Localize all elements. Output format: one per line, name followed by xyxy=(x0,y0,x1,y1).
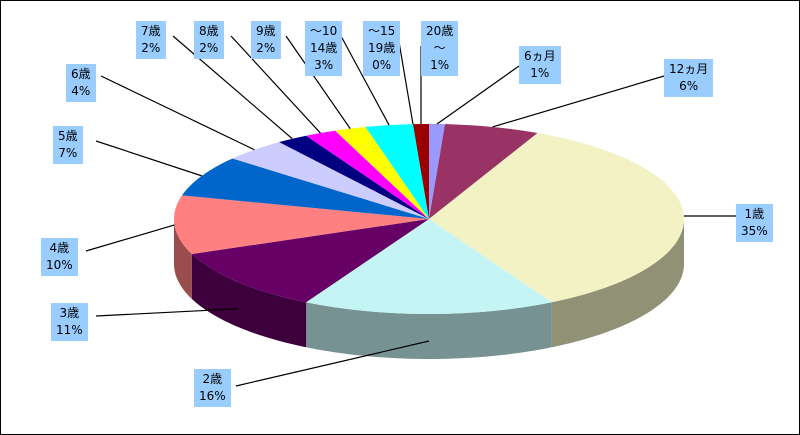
value-label: 7% xyxy=(58,146,78,160)
data-label: 7歳 2% xyxy=(136,21,166,59)
value-label: 6% xyxy=(679,79,699,93)
category-label: 20歳 ～ xyxy=(426,24,454,55)
value-label: 2% xyxy=(256,41,276,55)
slice xyxy=(174,195,429,254)
slice xyxy=(412,124,429,219)
data-label: 2歳 16% xyxy=(194,369,231,407)
leader-line xyxy=(340,35,390,126)
leader-line xyxy=(95,140,202,177)
category-label: ～15 19歳 xyxy=(368,24,396,55)
value-label: 1% xyxy=(430,58,450,72)
slice-side xyxy=(174,219,192,299)
leader-line xyxy=(492,75,665,128)
slice xyxy=(429,124,538,219)
slice xyxy=(335,126,429,219)
value-label: 16% xyxy=(199,389,226,403)
category-label: 12ヵ月 xyxy=(669,62,709,76)
slice xyxy=(306,130,429,219)
leader-line xyxy=(100,75,255,151)
data-label: 5歳 7% xyxy=(53,126,83,164)
category-label: ～10 14歳 xyxy=(310,24,338,55)
slice-side xyxy=(306,302,552,359)
data-label: 1歳 35% xyxy=(736,204,773,242)
value-label: 4% xyxy=(71,84,91,98)
leader-line xyxy=(285,35,351,129)
leader-line xyxy=(397,35,414,125)
data-label: 20歳 ～ 1% xyxy=(421,21,459,76)
category-label: 3歳 xyxy=(59,306,80,320)
data-label: ～10 14歳 3% xyxy=(305,21,343,76)
slice xyxy=(429,133,684,303)
data-label: 3歳 11% xyxy=(51,303,88,341)
value-label: 1% xyxy=(530,66,550,80)
category-label: 8歳 xyxy=(199,24,219,38)
data-label: 9歳 2% xyxy=(251,21,281,59)
value-label: 35% xyxy=(741,224,768,238)
data-label: 8歳 2% xyxy=(194,21,224,59)
value-label: 3% xyxy=(314,58,334,72)
category-label: 9歳 xyxy=(256,24,276,38)
slice xyxy=(306,219,552,314)
leader-line xyxy=(235,340,430,387)
category-label: 2歳 xyxy=(202,372,223,386)
slice xyxy=(232,142,429,219)
value-label: 2% xyxy=(199,41,219,55)
data-label: 6ヵ月 1% xyxy=(519,46,561,84)
category-label: 7歳 xyxy=(141,24,161,38)
slice xyxy=(429,124,446,219)
slice xyxy=(191,219,429,303)
slice xyxy=(182,158,429,219)
slice xyxy=(279,135,429,219)
leader-line xyxy=(85,224,175,252)
value-label: 2% xyxy=(141,41,161,55)
category-label: 6ヵ月 xyxy=(524,49,556,63)
data-label: 6歳 4% xyxy=(66,64,96,102)
category-label: 1歳 xyxy=(744,207,765,221)
slice xyxy=(365,124,429,219)
value-label: 0% xyxy=(372,58,392,72)
slice-side xyxy=(551,219,684,348)
value-label: 10% xyxy=(46,258,73,272)
category-label: 5歳 xyxy=(58,129,78,143)
value-label: 11% xyxy=(56,323,83,337)
category-label: 4歳 xyxy=(49,241,70,255)
leader-line xyxy=(172,35,293,140)
leader-line xyxy=(95,308,238,317)
slice-side xyxy=(191,253,307,348)
category-label: 6歳 xyxy=(71,67,91,81)
data-label: 4歳 10% xyxy=(41,238,78,276)
data-label: ～15 19歳 0% xyxy=(363,21,401,76)
data-label: 12ヵ月 6% xyxy=(664,59,714,97)
leader-line xyxy=(230,35,321,134)
leader-line xyxy=(436,65,520,125)
